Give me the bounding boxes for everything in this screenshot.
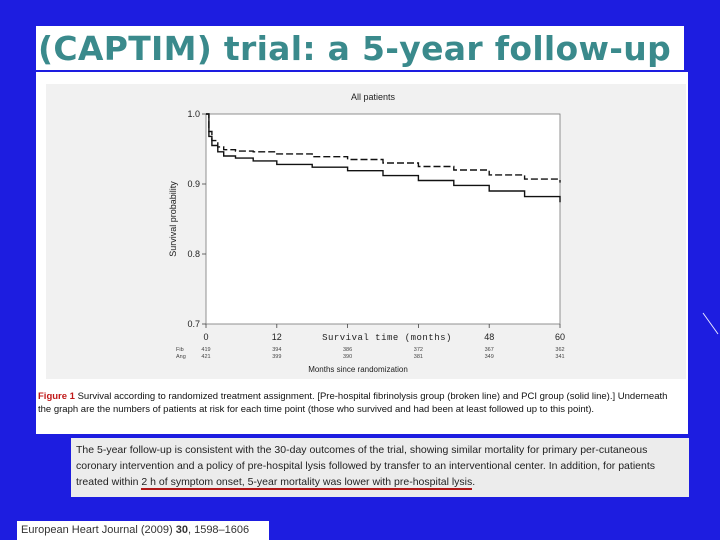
at-risk-value: 372 bbox=[414, 347, 423, 353]
slide-title: (CAPTIM) trial: a 5-year follow-up bbox=[38, 28, 672, 68]
decorative-line bbox=[702, 312, 719, 335]
x-tick-label: 12 bbox=[272, 332, 282, 342]
summary-text: The 5-year follow-up is consistent with … bbox=[76, 444, 655, 488]
title-bar: (CAPTIM) trial: a 5-year follow-up bbox=[36, 26, 684, 70]
y-tick-label: 0.9 bbox=[187, 179, 200, 189]
reference-volume: 30 bbox=[175, 524, 188, 536]
x-tick-label: 0 bbox=[203, 332, 208, 342]
at-risk-value: 362 bbox=[555, 347, 564, 353]
at-risk-value: 341 bbox=[555, 354, 564, 360]
survival-chart: All patients 0.7 0.8 0.9 1.0 Survival probabi… bbox=[168, 92, 565, 374]
y-tick-label: 0.8 bbox=[187, 249, 200, 259]
y-axis-label: Survival probability bbox=[168, 181, 178, 257]
summary-panel: The 5-year follow-up is consistent with … bbox=[71, 438, 689, 497]
summary-end: . bbox=[472, 476, 476, 488]
at-risk-label: Fib bbox=[176, 347, 184, 353]
chart-title: All patients bbox=[351, 92, 396, 102]
reference: European Heart Journal (2009) 30, 1598–1… bbox=[21, 524, 249, 536]
at-risk-value: 421 bbox=[201, 354, 210, 360]
y-tick-label: 1.0 bbox=[187, 109, 200, 119]
at-risk-value: 381 bbox=[414, 354, 423, 360]
plot-area: All patients 0.7 0.8 0.9 1.0 Survival probabi… bbox=[46, 84, 686, 379]
x-axis-label-lower: Months since randomization bbox=[308, 365, 408, 374]
figure-caption: Figure 1 Survival according to randomize… bbox=[38, 390, 683, 416]
summary-paragraph: The 5-year follow-up is consistent with … bbox=[76, 442, 688, 490]
series-line-solid bbox=[206, 113, 561, 203]
reference-box: European Heart Journal (2009) 30, 1598–1… bbox=[17, 521, 269, 540]
at-risk-value: 386 bbox=[343, 347, 352, 353]
at-risk-value: 419 bbox=[201, 347, 210, 353]
caption-text: Survival according to randomized treatme… bbox=[38, 391, 668, 415]
summary-highlight: 2 h of symptom onset, 5-year mortality w… bbox=[141, 476, 473, 490]
at-risk-value: 394 bbox=[272, 347, 281, 353]
at-risk-value: 390 bbox=[343, 354, 352, 360]
y-tick-label: 0.7 bbox=[187, 319, 200, 329]
at-risk-value: 367 bbox=[485, 347, 494, 353]
at-risk-value: 399 bbox=[272, 354, 281, 360]
figure-panel: All patients 0.7 0.8 0.9 1.0 Survival probabi… bbox=[36, 72, 688, 434]
at-risk-value: 349 bbox=[485, 354, 494, 360]
plot-frame bbox=[205, 113, 561, 325]
at-risk-label: Ang bbox=[176, 354, 186, 360]
x-tick-label: 48 bbox=[484, 332, 494, 342]
series-line-broken bbox=[206, 113, 561, 183]
reference-pages: , 1598–1606 bbox=[187, 524, 250, 536]
x-axis-label-upper: Survival time (months) bbox=[322, 333, 452, 343]
x-tick-label: 60 bbox=[555, 332, 565, 342]
figure-label: Figure 1 bbox=[38, 391, 75, 402]
reference-journal: European Heart Journal (2009) bbox=[21, 524, 176, 536]
